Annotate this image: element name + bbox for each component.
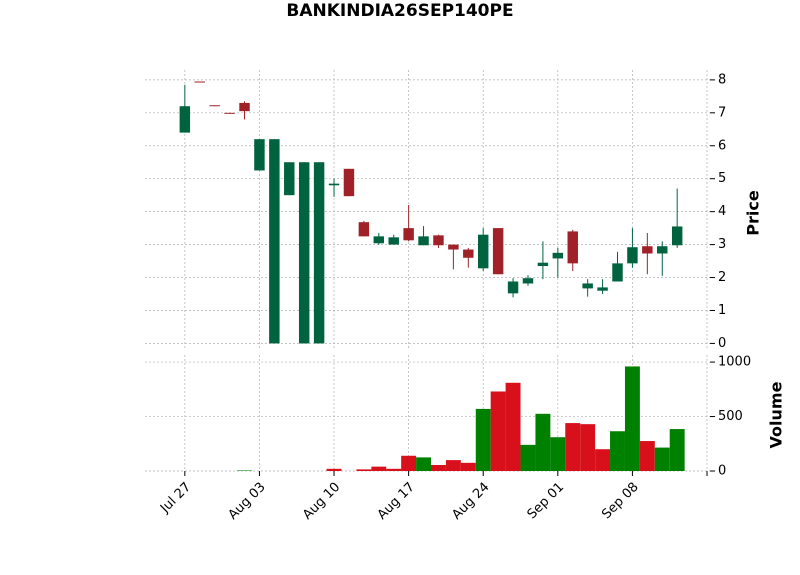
candle-body — [463, 249, 474, 258]
volume-bar — [669, 429, 685, 471]
candle-body — [433, 235, 444, 246]
y2-tick-label: 500 — [718, 409, 743, 424]
x-tick-label: Aug 10 — [300, 480, 343, 523]
candle-body — [552, 252, 564, 259]
volume-bar — [505, 382, 521, 471]
candle-body — [358, 222, 370, 237]
x-tick-label: Aug 17 — [375, 480, 418, 523]
volume-bar — [639, 441, 655, 471]
y2-tick-label: 0 — [718, 464, 726, 479]
volume-bar — [326, 468, 342, 471]
candle-body — [298, 162, 310, 344]
volume-bar — [431, 465, 446, 471]
volume-bar — [624, 366, 640, 471]
y-tick-label: 3 — [718, 237, 726, 252]
candle-body — [478, 234, 489, 269]
x-tick-label: Aug 03 — [226, 480, 269, 523]
y-tick-label: 8 — [718, 72, 726, 87]
candle-body — [403, 228, 414, 241]
volume-bar — [490, 391, 506, 471]
candle-body — [567, 231, 578, 264]
volume-bar — [550, 437, 566, 471]
candle-body — [239, 102, 250, 112]
x-tick-label: Sep 08 — [599, 480, 642, 523]
volume-bar — [535, 413, 551, 471]
x-tick-label: Sep 01 — [525, 480, 568, 523]
volume-bar — [610, 431, 625, 471]
y-tick-label: 2 — [718, 270, 726, 285]
candle-body — [612, 263, 623, 282]
volume-bar — [401, 455, 417, 471]
candle-body — [284, 162, 295, 196]
candle-body — [627, 247, 638, 264]
volume-axis-label: Volume — [767, 381, 786, 448]
candle-body — [522, 278, 534, 284]
x-tick-label: Jul 27 — [157, 480, 194, 517]
candle-body — [492, 228, 504, 275]
volume-bar — [386, 468, 402, 471]
candle-body — [671, 226, 683, 246]
candle-body — [328, 183, 340, 186]
candle-body — [179, 106, 191, 133]
y-tick-label: 6 — [718, 138, 726, 153]
candle-body — [418, 236, 429, 246]
candle-body — [657, 246, 668, 254]
chart-title: BANKINDIA26SEP140PE — [286, 1, 513, 21]
volume-bar — [237, 470, 252, 471]
y-tick-label: 4 — [718, 204, 726, 219]
volume-bar — [416, 457, 432, 471]
candle-body — [194, 81, 205, 83]
candle-body — [209, 105, 220, 107]
candle-body — [269, 139, 280, 344]
candle-body — [254, 139, 265, 171]
volume-bar — [460, 462, 476, 471]
volume-bar — [654, 447, 670, 471]
volume-bar — [475, 408, 491, 471]
volume-bar — [371, 466, 387, 471]
candle-body — [388, 237, 399, 245]
candle-body — [642, 246, 653, 254]
candle-body — [224, 112, 235, 114]
candle-body — [582, 283, 593, 289]
y-tick-label: 1 — [718, 303, 726, 318]
candle-body — [448, 244, 459, 250]
volume-bar — [580, 424, 596, 471]
candle-body — [343, 168, 355, 197]
candle-body — [597, 287, 608, 291]
x-tick-label: Aug 24 — [449, 480, 492, 523]
candle-body — [373, 236, 385, 244]
volume-bar — [520, 444, 536, 471]
volume-bar — [445, 460, 461, 471]
y-tick-label: 0 — [718, 336, 726, 351]
y-tick-label: 7 — [718, 105, 726, 120]
y-tick-label: 5 — [718, 171, 726, 186]
volume-bar — [595, 449, 611, 471]
candle-body — [313, 162, 325, 344]
volume-bar — [565, 423, 581, 471]
price-axis-label: Price — [744, 190, 763, 236]
candle-body — [537, 262, 549, 266]
volume-bar — [356, 469, 372, 471]
y2-tick-label: 1000 — [718, 355, 751, 370]
candle-body — [507, 281, 519, 294]
